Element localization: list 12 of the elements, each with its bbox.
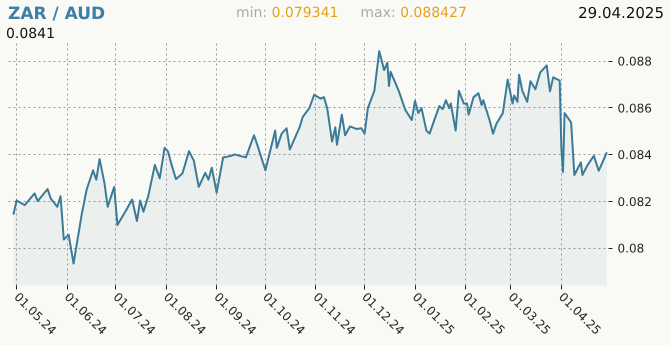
y-tick-label: 0.088 [618, 54, 652, 69]
y-tick-label: 0.084 [618, 148, 652, 162]
text: 29.04.2025 [578, 3, 664, 24]
text: 0.088427 [400, 5, 467, 21]
text: 0.079341 [272, 5, 338, 21]
y-tick-label: 0.086 [618, 101, 652, 116]
y-tick-label: 0.082 [618, 194, 652, 209]
text: max: [360, 5, 396, 21]
y-tick-label: 0.08 [618, 242, 644, 256]
text: 0.0841 [6, 25, 55, 44]
chart-title: ZAR / AUD [8, 3, 106, 26]
text: min: [236, 5, 268, 21]
